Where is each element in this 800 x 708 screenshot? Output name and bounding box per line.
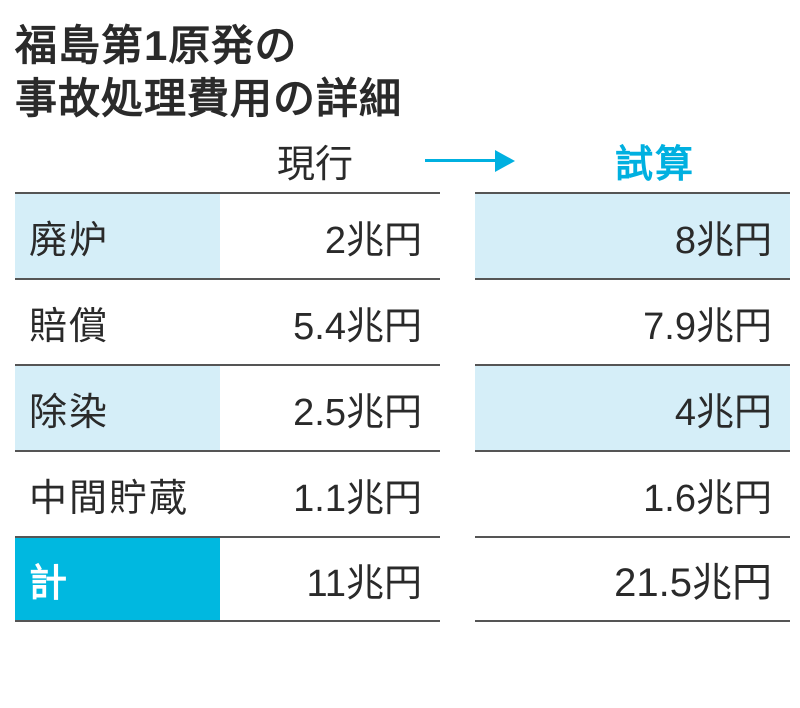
total-label: 計 (15, 538, 220, 620)
table-row: 除染 2.5兆円 (15, 364, 440, 450)
title-line-2: 事故処理費用の詳細 (15, 75, 402, 122)
row-label: 除染 (15, 366, 220, 450)
column-headers: 現行 試算 (15, 133, 790, 188)
chart-title: 福島第1原発の 事故処理費用の詳細 (15, 20, 790, 125)
right-table: 8兆円 7.9兆円 4兆円 1.6兆円 21.5兆円 (475, 192, 790, 622)
row-estimate-value: 7.9兆円 (475, 278, 790, 364)
table-gap (440, 192, 475, 622)
total-current-value: 11兆円 (220, 538, 440, 620)
table-row: 廃炉 2兆円 (15, 192, 440, 278)
row-label: 廃炉 (15, 194, 220, 278)
table-row: 賠償 5.4兆円 (15, 278, 440, 364)
left-table: 廃炉 2兆円 賠償 5.4兆円 除染 2.5兆円 中間貯蔵 1.1兆円 計 11… (15, 192, 440, 622)
row-estimate-value: 1.6兆円 (475, 450, 790, 536)
row-label: 中間貯蔵 (15, 452, 220, 536)
row-current-value: 2兆円 (220, 194, 440, 278)
row-label: 賠償 (15, 280, 220, 364)
header-current: 現行 (210, 133, 420, 188)
row-current-value: 1.1兆円 (220, 452, 440, 536)
table-row: 中間貯蔵 1.1兆円 (15, 450, 440, 536)
header-estimate: 試算 (520, 133, 790, 188)
title-line-1: 福島第1原発の (15, 22, 297, 69)
row-current-value: 2.5兆円 (220, 366, 440, 450)
arrow-icon (420, 150, 520, 172)
row-estimate-value: 4兆円 (475, 364, 790, 450)
total-estimate-value: 21.5兆円 (475, 536, 790, 622)
comparison-table: 廃炉 2兆円 賠償 5.4兆円 除染 2.5兆円 中間貯蔵 1.1兆円 計 11… (15, 192, 790, 622)
row-estimate-value: 8兆円 (475, 192, 790, 278)
total-row: 計 11兆円 (15, 536, 440, 622)
row-current-value: 5.4兆円 (220, 280, 440, 364)
